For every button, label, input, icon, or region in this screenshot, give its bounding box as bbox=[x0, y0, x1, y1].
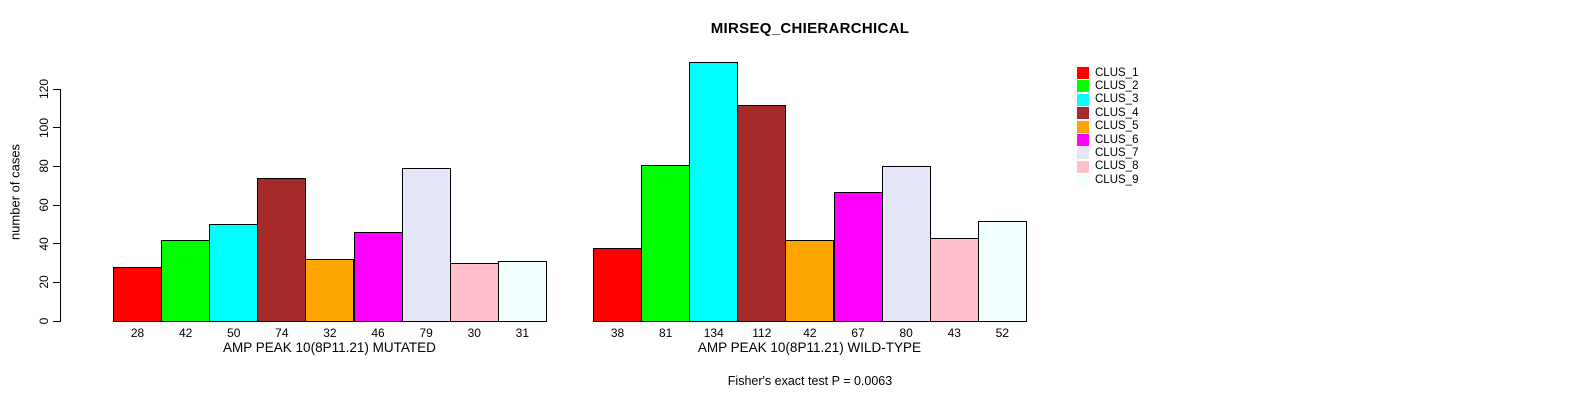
legend-item: CLUS_9 bbox=[1077, 174, 1138, 187]
legend-item: CLUS_3 bbox=[1077, 93, 1138, 106]
legend-item: CLUS_2 bbox=[1077, 80, 1138, 93]
legend-label: CLUS_7 bbox=[1095, 146, 1139, 159]
legend-swatch-clus_2 bbox=[1077, 80, 1089, 93]
legend-item: CLUS_5 bbox=[1077, 120, 1138, 133]
legend-item: CLUS_7 bbox=[1077, 147, 1138, 160]
bar-clus_6-group2 bbox=[833, 191, 883, 322]
y-tick-mark bbox=[53, 88, 60, 90]
legend-swatch-clus_7 bbox=[1077, 147, 1089, 160]
legend-swatch-clus_8 bbox=[1077, 160, 1089, 173]
legend-label: CLUS_2 bbox=[1095, 79, 1139, 92]
legend-label: CLUS_9 bbox=[1095, 173, 1139, 186]
legend-label: CLUS_1 bbox=[1095, 66, 1139, 79]
bar-value-label: 79 bbox=[419, 326, 433, 340]
y-tick-label: 20 bbox=[37, 275, 51, 290]
bar-clus_8-group1 bbox=[449, 263, 499, 322]
y-tick-label: 100 bbox=[37, 117, 51, 138]
bar-clus_1-group2 bbox=[593, 247, 643, 322]
bar-clus_6-group1 bbox=[353, 232, 403, 322]
y-tick-label: 80 bbox=[37, 159, 51, 174]
y-tick-label: 120 bbox=[37, 79, 51, 100]
bar-value-label: 43 bbox=[947, 326, 961, 340]
y-tick-mark bbox=[53, 204, 60, 206]
y-tick-mark bbox=[53, 320, 60, 322]
bar-value-label: 112 bbox=[752, 326, 772, 340]
legend-swatch-clus_5 bbox=[1077, 120, 1089, 133]
bar-clus_8-group2 bbox=[929, 237, 979, 322]
group-axis-label-2: AMP PEAK 10(8P11.21) WILD-TYPE bbox=[697, 340, 921, 355]
bar-clus_5-group1 bbox=[305, 259, 355, 322]
fisher-test-annotation: Fisher's exact test P = 0.0063 bbox=[727, 374, 893, 388]
bar-value-label: 46 bbox=[371, 326, 385, 340]
bar-value-label: 38 bbox=[610, 326, 625, 340]
bar-clus_4-group1 bbox=[257, 178, 307, 322]
y-tick-label: 40 bbox=[37, 237, 51, 251]
bar-clus_2-group1 bbox=[161, 239, 211, 322]
y-tick-mark bbox=[53, 127, 60, 129]
bar-value-label: 67 bbox=[851, 326, 865, 340]
chart-title: MIRSEQ_CHIERARCHICAL bbox=[710, 20, 910, 37]
bar-value-label: 42 bbox=[178, 326, 193, 340]
bar-clus_2-group2 bbox=[641, 164, 691, 322]
y-axis-line bbox=[60, 89, 61, 322]
legend-label: CLUS_4 bbox=[1095, 106, 1139, 119]
legend-swatch-clus_6 bbox=[1077, 134, 1089, 146]
bar-clus_9-group2 bbox=[977, 220, 1027, 322]
bar-clus_3-group2 bbox=[689, 62, 739, 322]
bar-clus_5-group2 bbox=[785, 239, 835, 322]
bar-value-label: 74 bbox=[275, 326, 289, 340]
bar-value-label: 42 bbox=[803, 326, 817, 340]
bar-value-label: 30 bbox=[467, 326, 481, 340]
legend-item: CLUS_4 bbox=[1077, 107, 1138, 120]
legend-item: CLUS_8 bbox=[1077, 160, 1138, 173]
legend-label: CLUS_3 bbox=[1095, 93, 1139, 106]
bar-clus_3-group1 bbox=[209, 224, 259, 322]
legend-swatch-clus_9 bbox=[1077, 174, 1089, 187]
bar-clus_1-group1 bbox=[113, 266, 163, 322]
y-tick-mark bbox=[53, 281, 60, 283]
legend-item: CLUS_6 bbox=[1077, 134, 1138, 147]
group-axis-label-1: AMP PEAK 10(8P11.21) MUTATED bbox=[223, 340, 436, 355]
y-tick-label: 60 bbox=[37, 198, 51, 212]
bar-value-label: 28 bbox=[130, 326, 145, 340]
legend-item: CLUS_1 bbox=[1077, 67, 1138, 80]
y-tick-mark bbox=[53, 243, 60, 245]
legend-swatch-clus_4 bbox=[1077, 107, 1089, 120]
bar-value-label: 80 bbox=[899, 326, 913, 340]
bar-value-label: 32 bbox=[323, 326, 337, 340]
legend-swatch-clus_3 bbox=[1077, 93, 1089, 106]
legend-label: CLUS_8 bbox=[1095, 160, 1139, 173]
bar-value-label: 50 bbox=[227, 326, 241, 340]
bar-value-label: 81 bbox=[658, 326, 673, 340]
bar-value-label: 31 bbox=[515, 326, 530, 340]
bar-clus_7-group1 bbox=[401, 168, 451, 322]
legend-swatch-clus_1 bbox=[1077, 67, 1089, 79]
legend-label: CLUS_5 bbox=[1095, 120, 1139, 133]
bar-clus_4-group2 bbox=[737, 104, 787, 322]
y-axis-title: number of cases bbox=[7, 143, 23, 241]
legend-label: CLUS_6 bbox=[1095, 133, 1139, 146]
bar-clus_9-group1 bbox=[497, 261, 547, 322]
bar-value-label: 52 bbox=[995, 326, 1010, 340]
bar-clus_7-group2 bbox=[881, 166, 931, 322]
y-tick-mark bbox=[53, 165, 60, 167]
bar-value-label: 134 bbox=[703, 326, 724, 340]
y-tick-label: 0 bbox=[37, 317, 51, 325]
